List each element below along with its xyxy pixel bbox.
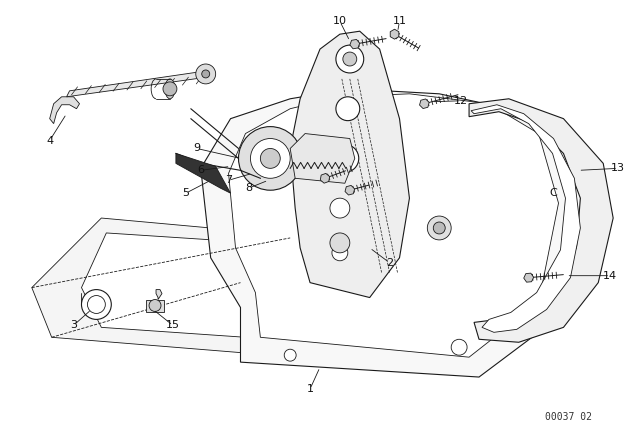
- Circle shape: [330, 233, 350, 253]
- Circle shape: [250, 138, 290, 178]
- Text: 5: 5: [182, 188, 189, 198]
- Polygon shape: [345, 185, 355, 195]
- Circle shape: [88, 296, 106, 314]
- Text: 14: 14: [603, 271, 617, 281]
- Polygon shape: [524, 273, 534, 282]
- Polygon shape: [228, 94, 559, 357]
- Polygon shape: [420, 99, 429, 108]
- Polygon shape: [469, 99, 613, 342]
- Text: 4: 4: [46, 136, 53, 146]
- Text: 7: 7: [225, 175, 232, 185]
- Circle shape: [202, 70, 210, 78]
- Circle shape: [239, 127, 302, 190]
- Text: 12: 12: [454, 96, 468, 106]
- Text: 8: 8: [245, 183, 252, 193]
- Circle shape: [149, 300, 161, 311]
- Polygon shape: [156, 289, 162, 300]
- Polygon shape: [146, 300, 164, 312]
- Text: 2: 2: [386, 258, 393, 268]
- Polygon shape: [471, 105, 580, 332]
- Text: 3: 3: [70, 320, 77, 330]
- Text: 11: 11: [392, 16, 406, 26]
- Circle shape: [336, 45, 364, 73]
- Text: 9: 9: [193, 143, 200, 154]
- Text: 10: 10: [333, 16, 347, 26]
- Circle shape: [330, 198, 350, 218]
- Circle shape: [331, 145, 359, 172]
- Polygon shape: [67, 71, 209, 97]
- Text: 13: 13: [611, 164, 625, 173]
- Circle shape: [196, 64, 216, 84]
- Text: 15: 15: [166, 320, 180, 330]
- Circle shape: [428, 216, 451, 240]
- Polygon shape: [32, 218, 489, 367]
- Polygon shape: [290, 134, 355, 183]
- Polygon shape: [176, 154, 230, 193]
- Text: 1: 1: [307, 384, 314, 394]
- Circle shape: [332, 245, 348, 261]
- Circle shape: [260, 148, 280, 168]
- Text: 6: 6: [197, 165, 204, 175]
- Circle shape: [433, 222, 445, 234]
- Polygon shape: [201, 89, 588, 377]
- Text: 00037 02: 00037 02: [545, 412, 592, 422]
- Circle shape: [284, 349, 296, 361]
- Circle shape: [163, 82, 177, 96]
- Polygon shape: [290, 31, 410, 297]
- Polygon shape: [350, 39, 360, 49]
- Text: C: C: [550, 188, 557, 198]
- Circle shape: [336, 97, 360, 121]
- Circle shape: [343, 52, 356, 66]
- Polygon shape: [390, 29, 399, 39]
- Polygon shape: [320, 173, 330, 183]
- Polygon shape: [50, 97, 79, 124]
- Circle shape: [81, 289, 111, 319]
- Ellipse shape: [165, 79, 175, 99]
- Polygon shape: [81, 233, 449, 347]
- Circle shape: [451, 339, 467, 355]
